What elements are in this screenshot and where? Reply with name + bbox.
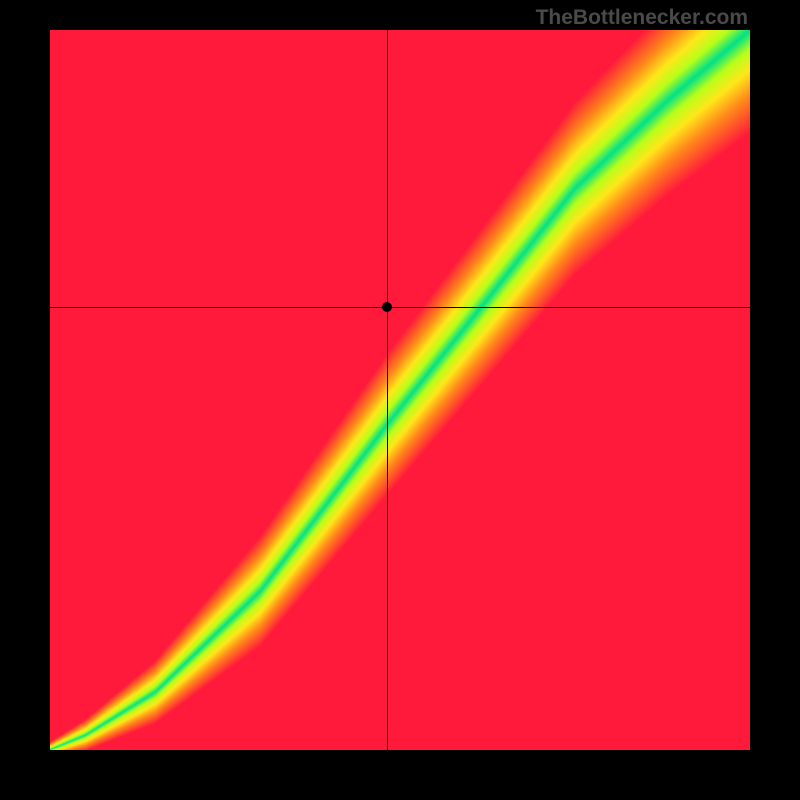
crosshair-horizontal [50,307,750,308]
watermark-text: TheBottlenecker.com [536,6,748,30]
chart-container: TheBottlenecker.com [0,0,800,800]
plot-area [50,30,750,750]
heatmap-canvas [50,30,750,750]
crosshair-dot [382,302,392,312]
crosshair-vertical [387,30,388,750]
